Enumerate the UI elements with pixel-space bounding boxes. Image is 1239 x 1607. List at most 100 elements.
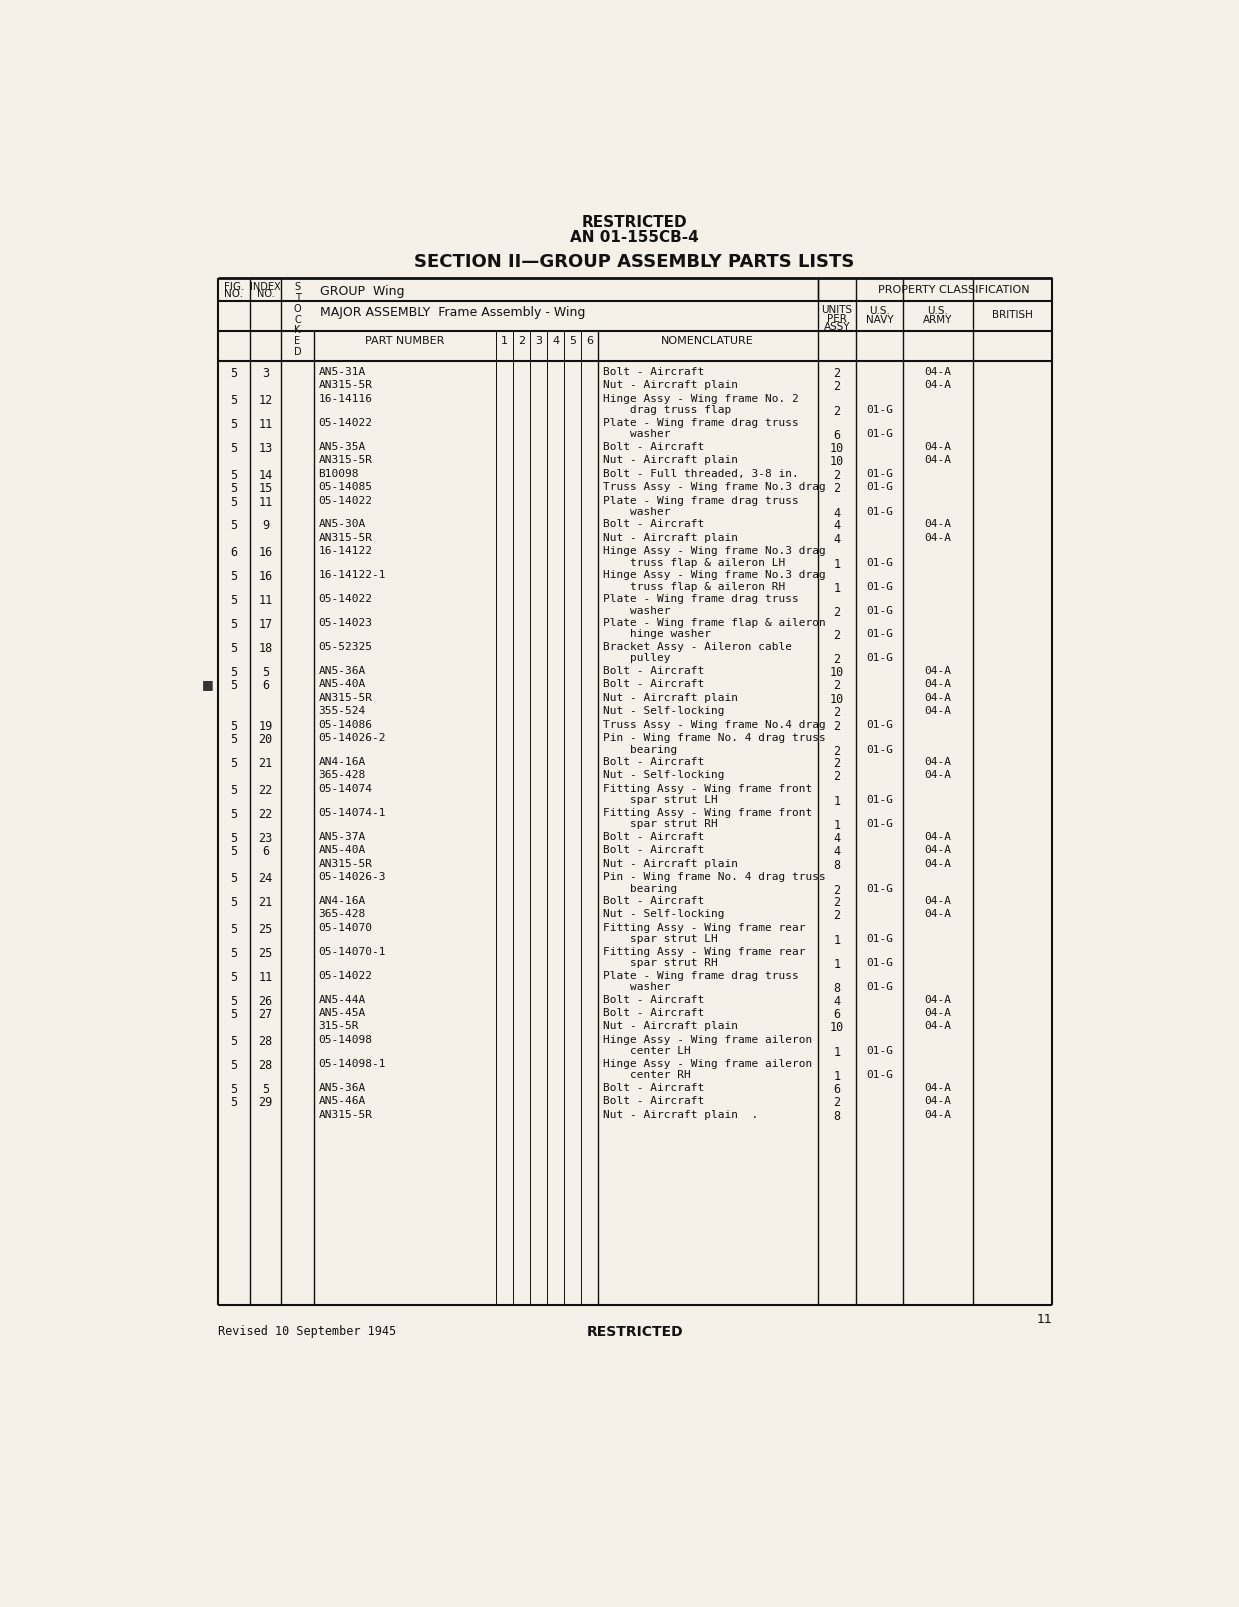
Text: SECTION II—GROUP ASSEMBLY PARTS LISTS: SECTION II—GROUP ASSEMBLY PARTS LISTS — [414, 252, 855, 272]
Text: U.S.: U.S. — [927, 305, 948, 317]
Text: AN315-5R: AN315-5R — [318, 858, 373, 868]
Text: 5: 5 — [230, 468, 238, 482]
Text: B10098: B10098 — [318, 468, 359, 479]
Text: 5: 5 — [230, 678, 238, 691]
Text: 2: 2 — [834, 381, 840, 394]
Text: 01-G: 01-G — [866, 482, 893, 492]
Text: AN5-36A: AN5-36A — [318, 1082, 366, 1093]
Text: 5: 5 — [230, 1096, 238, 1109]
Text: 04-A: 04-A — [924, 770, 952, 779]
Text: 01-G: 01-G — [866, 606, 893, 615]
Text: 2: 2 — [834, 910, 840, 922]
Text: 04-A: 04-A — [924, 845, 952, 855]
Text: D: D — [294, 347, 301, 357]
Text: 2: 2 — [834, 705, 840, 718]
Text: 05-14085: 05-14085 — [318, 482, 373, 492]
Text: Bolt - Aircraft: Bolt - Aircraft — [603, 519, 704, 529]
Text: 6: 6 — [834, 1082, 840, 1094]
Text: PROPERTY CLASSIFICATION: PROPERTY CLASSIFICATION — [878, 284, 1030, 294]
Text: Hinge Assy - Wing frame No. 2: Hinge Assy - Wing frame No. 2 — [603, 394, 799, 403]
Text: Pin - Wing frame No. 4 drag truss: Pin - Wing frame No. 4 drag truss — [603, 871, 825, 882]
Text: 16: 16 — [259, 570, 273, 583]
Text: 1: 1 — [834, 1070, 840, 1083]
Text: Bolt - Aircraft: Bolt - Aircraft — [603, 993, 704, 1004]
Text: 1: 1 — [834, 1046, 840, 1059]
Text: Pin - Wing frame No. 4 drag truss: Pin - Wing frame No. 4 drag truss — [603, 733, 825, 742]
Text: AN5-45A: AN5-45A — [318, 1008, 366, 1017]
Text: Hinge Assy - Wing frame No.3 drag: Hinge Assy - Wing frame No.3 drag — [603, 546, 825, 556]
Text: 01-G: 01-G — [866, 468, 893, 479]
Text: 6: 6 — [263, 678, 269, 691]
Text: 04-A: 04-A — [924, 665, 952, 675]
Text: 04-A: 04-A — [924, 442, 952, 452]
Text: PER: PER — [826, 313, 846, 323]
Text: AN5-40A: AN5-40A — [318, 845, 366, 855]
Text: 10: 10 — [830, 455, 844, 468]
Text: 4: 4 — [834, 845, 840, 858]
Text: 05-14098-1: 05-14098-1 — [318, 1057, 385, 1069]
Text: 5: 5 — [230, 784, 238, 797]
Text: 5: 5 — [230, 895, 238, 908]
Text: 11: 11 — [259, 593, 273, 607]
Text: 5: 5 — [569, 336, 576, 346]
Text: 25: 25 — [259, 922, 273, 935]
Text: Bolt - Aircraft: Bolt - Aircraft — [603, 442, 704, 452]
Text: 17: 17 — [259, 617, 273, 630]
Text: NOMENCLATURE: NOMENCLATURE — [662, 336, 753, 346]
Text: washer: washer — [603, 982, 670, 992]
Text: 2: 2 — [834, 770, 840, 783]
Text: 2: 2 — [518, 336, 525, 346]
Text: AN5-37A: AN5-37A — [318, 831, 366, 840]
Text: Bolt - Aircraft: Bolt - Aircraft — [603, 665, 704, 675]
Text: 4: 4 — [834, 532, 840, 545]
Text: 04-A: 04-A — [924, 455, 952, 464]
Text: 5: 5 — [230, 971, 238, 983]
Text: 6: 6 — [834, 429, 840, 442]
Text: 5: 5 — [230, 617, 238, 630]
Text: 3: 3 — [535, 336, 541, 346]
Text: 1: 1 — [501, 336, 508, 346]
Text: 04-A: 04-A — [924, 895, 952, 905]
Text: 04-A: 04-A — [924, 858, 952, 868]
Text: 4: 4 — [553, 336, 559, 346]
Text: washer: washer — [603, 506, 670, 517]
Text: 16-14122: 16-14122 — [318, 546, 373, 556]
Text: 365-428: 365-428 — [318, 770, 366, 779]
Text: 04-A: 04-A — [924, 1008, 952, 1017]
Text: 18: 18 — [259, 641, 273, 654]
Text: AN5-46A: AN5-46A — [318, 1096, 366, 1106]
Text: 8: 8 — [834, 982, 840, 995]
Text: 04-A: 04-A — [924, 831, 952, 840]
Text: Nut - Aircraft plain  .: Nut - Aircraft plain . — [603, 1109, 758, 1118]
Text: S: S — [295, 283, 301, 292]
Text: 05-14022: 05-14022 — [318, 593, 373, 604]
Text: 01-G: 01-G — [866, 405, 893, 415]
Text: Nut - Aircraft plain: Nut - Aircraft plain — [603, 858, 738, 868]
Text: Revised 10 September 1945: Revised 10 September 1945 — [218, 1324, 396, 1337]
Text: spar strut RH: spar strut RH — [603, 818, 717, 829]
Text: 5: 5 — [230, 482, 238, 495]
Text: 2: 2 — [834, 744, 840, 757]
Text: bearing: bearing — [603, 744, 676, 754]
Text: 14: 14 — [259, 468, 273, 482]
Text: 01-G: 01-G — [866, 882, 893, 893]
Text: 23: 23 — [259, 831, 273, 844]
Text: MAJOR ASSEMBLY  Frame Assembly - Wing: MAJOR ASSEMBLY Frame Assembly - Wing — [320, 305, 585, 318]
Text: 01-G: 01-G — [866, 720, 893, 730]
Text: Plate - Wing frame drag truss: Plate - Wing frame drag truss — [603, 495, 799, 505]
Text: 27: 27 — [259, 1008, 273, 1020]
Text: 5: 5 — [230, 720, 238, 733]
Text: 12: 12 — [259, 394, 273, 407]
Text: 05-14074: 05-14074 — [318, 784, 373, 794]
Text: 01-G: 01-G — [866, 934, 893, 943]
Text: 4: 4 — [834, 993, 840, 1008]
Text: 2: 2 — [834, 895, 840, 908]
Text: 5: 5 — [230, 641, 238, 654]
Text: 2: 2 — [834, 405, 840, 418]
Text: 01-G: 01-G — [866, 628, 893, 640]
Text: washer: washer — [603, 429, 670, 439]
Text: NAVY: NAVY — [866, 315, 893, 325]
Text: NO.: NO. — [224, 289, 243, 299]
Text: 24: 24 — [259, 871, 273, 884]
Text: Nut - Aircraft plain: Nut - Aircraft plain — [603, 693, 738, 702]
